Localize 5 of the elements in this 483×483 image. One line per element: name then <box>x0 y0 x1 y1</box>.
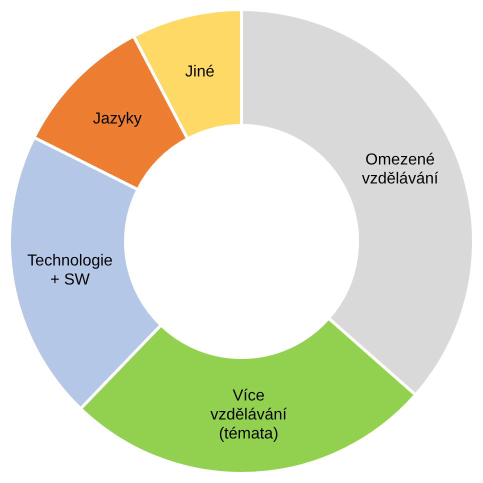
slice-label: Více vzdělávání (témata) <box>210 388 288 443</box>
slice-label: Technologie + SW <box>27 252 113 289</box>
slice-label: Jazyky <box>92 110 142 128</box>
slice-label: Jiné <box>185 64 215 81</box>
slice-label: Omezené vzdělávání <box>362 152 439 188</box>
